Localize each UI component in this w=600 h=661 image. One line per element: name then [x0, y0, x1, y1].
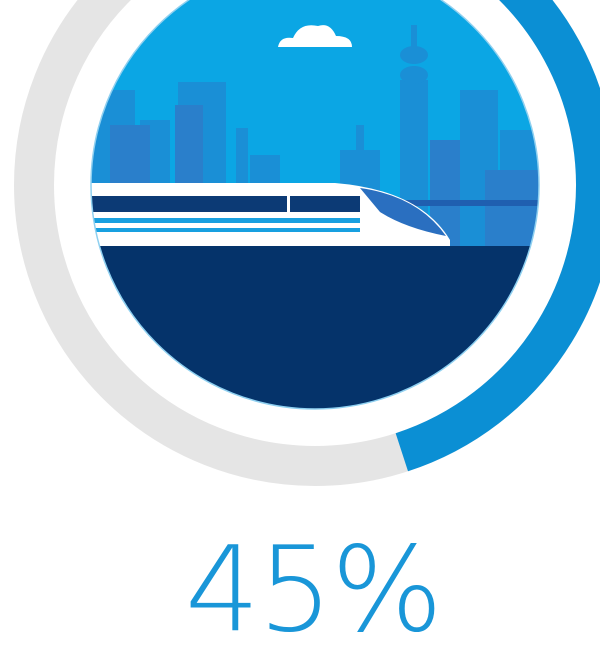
- progress-ring: [14, 0, 600, 486]
- ring-progress: [395, 0, 600, 472]
- scene-border: [90, 0, 540, 410]
- percentage-label: 45%: [185, 520, 441, 658]
- cloud: [278, 25, 352, 47]
- train: [91, 183, 450, 246]
- train-illustration: [91, 0, 539, 409]
